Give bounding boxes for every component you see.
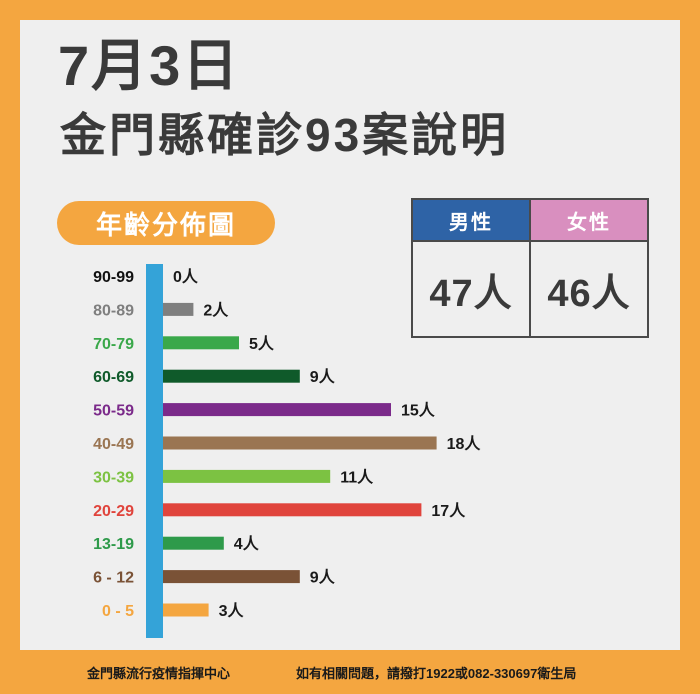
bar — [163, 369, 300, 383]
male-count: 47人 — [413, 240, 529, 336]
bar-value-label: 4人 — [234, 535, 260, 553]
age-category-label: 40-49 — [93, 436, 134, 453]
age-category-label: 20-29 — [93, 503, 134, 520]
bar — [163, 603, 209, 617]
age-category-label: 30-39 — [93, 469, 134, 486]
age-category-label: 60-69 — [93, 369, 134, 386]
gender-column-female: 女性 46人 — [529, 200, 647, 336]
age-category-label: 13-19 — [93, 536, 134, 553]
gender-column-male: 男性 47人 — [413, 200, 529, 336]
bar-value-label: 9人 — [310, 368, 336, 386]
age-category-label: 70-79 — [93, 336, 134, 353]
age-category-label: 90-99 — [93, 269, 134, 286]
female-header: 女性 — [531, 200, 647, 240]
page-title: 金門縣確診93案說明 — [60, 109, 510, 161]
section-label-pill: 年齡分佈圖 — [57, 201, 275, 245]
chart-axis — [146, 264, 163, 638]
bar-value-label: 15人 — [401, 402, 436, 420]
bar — [163, 436, 437, 450]
bar-value-label: 17人 — [431, 502, 466, 520]
bar-value-label: 18人 — [447, 435, 482, 453]
bar-value-label: 9人 — [310, 569, 336, 587]
age-category-label: 6 - 12 — [93, 570, 134, 587]
title-date: 7月3日 — [58, 34, 241, 97]
footer-right: 如有相關問題，請撥打1922或082-330697衛生局 — [296, 666, 577, 681]
bar-value-label: 0人 — [173, 268, 199, 286]
male-header: 男性 — [413, 200, 529, 240]
bar-value-label: 5人 — [249, 335, 275, 353]
content-panel — [20, 20, 680, 650]
bar-value-label: 2人 — [203, 301, 229, 319]
bar-value-label: 11人 — [340, 468, 374, 486]
bar — [163, 302, 194, 316]
female-count: 46人 — [531, 240, 647, 336]
bar — [163, 403, 391, 417]
bar — [163, 469, 331, 483]
age-category-label: 80-89 — [93, 302, 134, 319]
age-category-label: 50-59 — [93, 403, 134, 420]
footer-left: 金門縣流行疫情指揮中心 — [87, 666, 231, 681]
bar — [163, 503, 422, 517]
bar — [163, 570, 300, 584]
bar-value-label: 3人 — [219, 602, 245, 620]
age-category-label: 0 - 5 — [102, 603, 134, 620]
bar — [163, 536, 224, 550]
bar — [163, 336, 239, 350]
gender-table: 男性 47人 女性 46人 — [411, 198, 649, 338]
